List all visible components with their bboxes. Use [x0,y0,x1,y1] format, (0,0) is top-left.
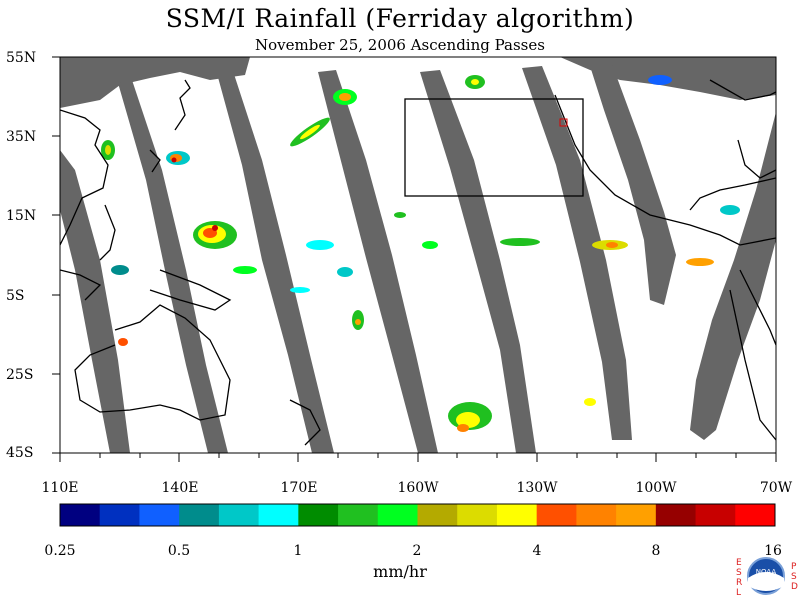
lat-label-15n: 15N [6,208,37,224]
colorbar-swatch [218,504,260,526]
colorbar-swatch [496,504,538,526]
colorbar-swatch [695,504,736,526]
coastlines [60,79,776,446]
colorbar-swatch [417,504,458,526]
lon-label-140e: 140E [161,480,199,496]
marker-square [559,118,568,127]
lon-label-100w: 100W [635,480,677,496]
colorbar-swatch [99,504,140,526]
colorbar-tick-label: 16 [764,543,782,559]
colorbar [60,504,776,526]
map-title: SSM/I Rainfall (Ferriday algorithm) [165,4,635,33]
colorbar-swatch [258,504,299,526]
colorbar-tick-label: 0.5 [167,543,191,559]
colorbar-swatch [338,504,379,526]
lat-label-45s: 45S [6,445,34,461]
lon-label-170e: 170E [280,480,318,496]
colorbar-swatch [298,504,339,526]
colorbar-swatch [655,504,697,526]
colorbar-swatch [457,504,498,526]
map-subtitle: November 25, 2006 Ascending Passes [255,36,545,54]
colorbar-tick-label: 2 [412,543,422,559]
lat-label-25s: 25S [6,367,34,383]
colorbar-tick-label: 1 [293,543,303,559]
rain-patches [101,75,740,432]
svg-text:NOAA: NOAA [756,568,777,576]
region-box [404,98,584,197]
lat-label-35n: 35N [6,129,37,145]
colorbar-swatch [616,504,657,526]
lon-label-130w: 130W [516,480,558,496]
colorbar-swatch [139,504,180,526]
colorbar-swatch [377,504,418,526]
colorbar-tick-label: 4 [532,543,542,559]
axis-ticks [52,56,777,462]
lon-label-160w: 160W [397,480,439,496]
colorbar-swatch [576,504,617,526]
colorbar-tick-label: 0.25 [44,543,76,559]
colorbar-swatch [735,504,776,526]
lat-label-5s: 5S [6,288,25,304]
colorbar-frame [59,503,776,527]
lon-label-70w: 70W [759,480,793,496]
colorbar-unit: mm/hr [373,562,427,581]
colorbar-swatch [179,504,220,526]
swath-gaps [60,64,776,453]
noaa-logo: NOAA [747,557,785,595]
colorbar-tick-label: 8 [651,543,661,559]
colorbar-swatch [60,504,101,526]
colorbar-swatch [536,504,577,526]
lat-label-55n: 55N [6,50,37,66]
lon-label-110e: 110E [41,480,79,496]
